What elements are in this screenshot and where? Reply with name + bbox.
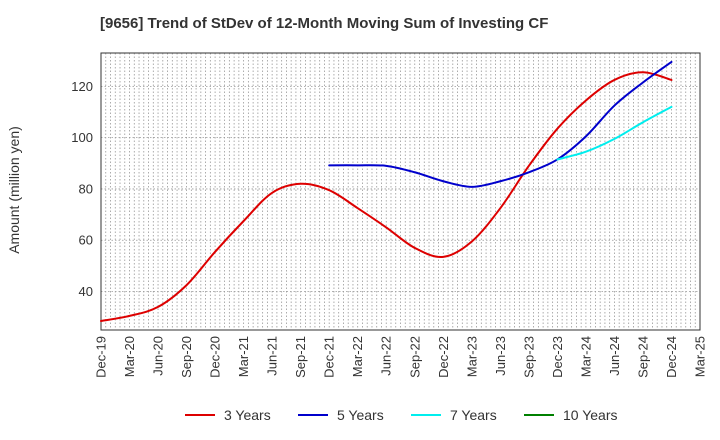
y-tick-label: 40 [79,284,93,299]
x-tick-label: Sep-24 [635,336,650,378]
x-tick-label: Sep-20 [179,336,194,378]
x-tick-label: Mar-24 [578,336,593,377]
x-tick-label: Jun-24 [607,336,622,376]
x-tick-labels: Dec-19 Mar-20 Jun-20 Sep-20 Dec-20 Mar-21 Jun-… [94,336,708,378]
x-tick-label: Mar-22 [350,336,365,377]
legend-item-7-years: 7 Years [411,407,497,423]
x-tick-label: Sep-22 [407,336,422,378]
x-tick-label: Dec-23 [550,336,565,378]
series-line-5-years [328,60,673,188]
x-tick-label: Sep-23 [521,336,536,378]
legend-label: 10 Years [563,407,618,423]
x-tick-label: Jun-20 [151,336,166,376]
x-tick-label: Jun-21 [265,336,280,376]
y-tick-label: 80 [79,181,93,196]
x-tick-label: Jun-23 [493,336,508,376]
x-tick-label: Dec-21 [322,336,337,378]
legend-item-3-years: 3 Years [185,407,271,423]
x-tick-label: Mar-20 [122,336,137,377]
y-tick-labels: 40 60 80 100 120 [71,79,93,299]
x-tick-label: Dec-19 [94,336,109,378]
x-tick-label: Mar-23 [464,336,479,377]
y-tick-label: 60 [79,233,93,248]
y-tick-label: 120 [71,79,93,94]
legend-item-5-years: 5 Years [298,407,384,423]
x-tick-label: Dec-20 [208,336,223,378]
x-tick-label: Sep-21 [293,336,308,378]
legend-label: 7 Years [450,407,497,423]
series-line-3-years [100,71,673,323]
x-tick-label: Mar-21 [236,336,251,377]
x-tick-label: Dec-22 [436,336,451,378]
plot-frame [100,52,701,331]
legend-item-10-years: 10 Years [524,407,618,423]
gridlines [100,53,701,330]
x-tick-label: Mar-25 [693,336,708,377]
legend-label: 5 Years [337,407,384,423]
chart-title: [9656] Trend of StDev of 12-Month Moving… [100,15,549,32]
y-tick-label: 100 [71,130,93,145]
series-lines [100,60,673,323]
legend: 3 Years 5 Years 7 Years 10 Years [185,407,618,423]
series-line-7-years [556,105,673,161]
x-tick-label: Jun-22 [379,336,394,376]
x-tick-label: Dec-24 [664,336,679,378]
legend-label: 3 Years [224,407,271,423]
